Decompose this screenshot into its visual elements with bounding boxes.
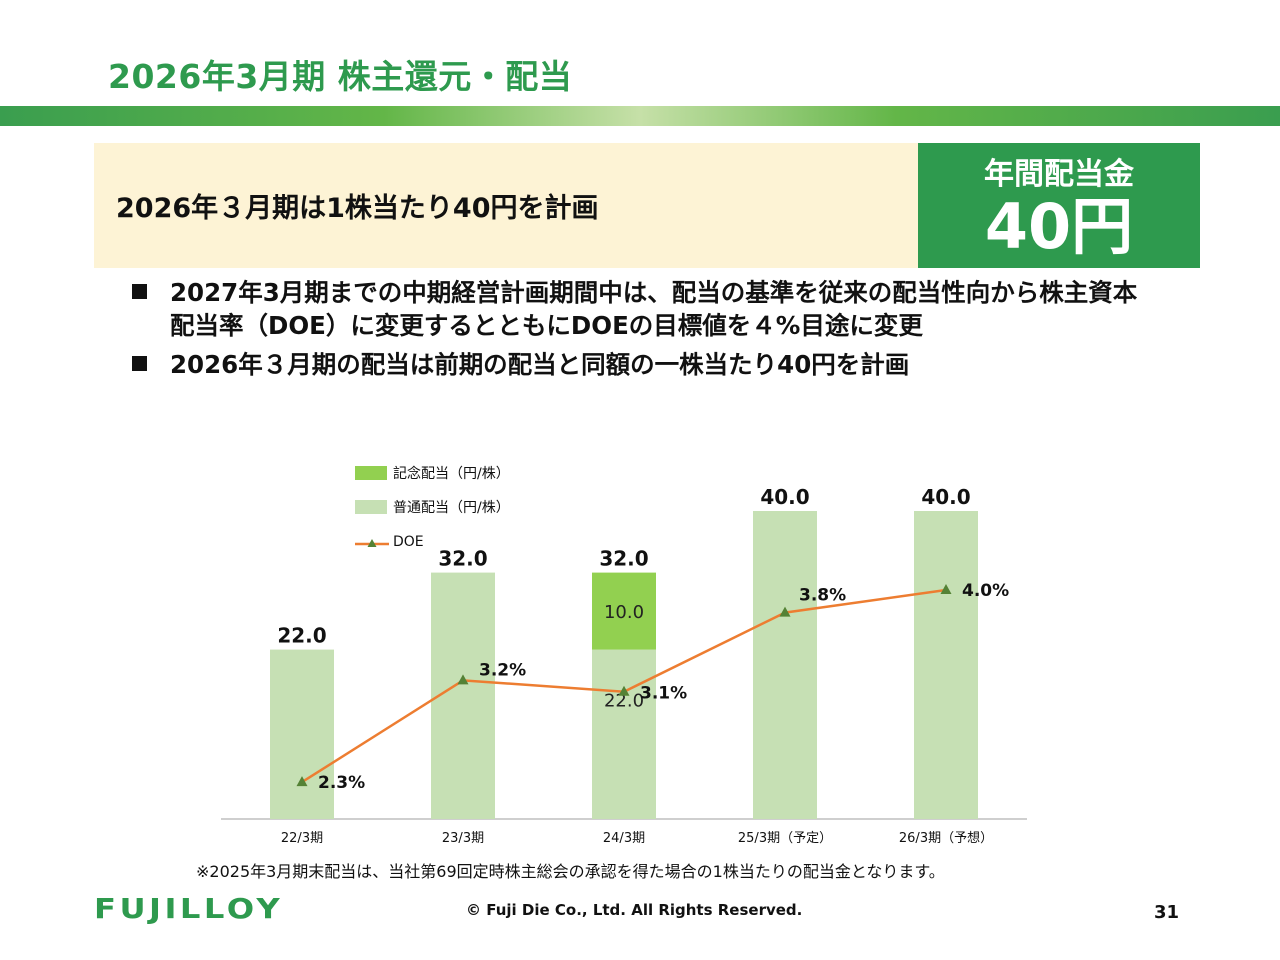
doe-marker xyxy=(457,674,469,685)
badge-value: 40円 xyxy=(984,190,1134,263)
banner-text: 2026年３月期は1株当たり40円を計画 xyxy=(116,193,599,224)
doe-label: 3.2% xyxy=(479,660,526,680)
doe-marker xyxy=(296,776,308,787)
bullet-list: 2027年3月期までの中期経営計画期間中は、配当の基準を従来の配当性向から株主資… xyxy=(130,276,1140,387)
bar-segment-label: 22.0 xyxy=(604,690,644,711)
bar-regular-dividend xyxy=(431,572,495,819)
header-band xyxy=(0,106,1280,126)
bar-regular-dividend xyxy=(914,511,978,819)
page-title: 2026年3月期 株主還元・配当 xyxy=(108,57,573,96)
bar-total-label: 32.0 xyxy=(438,547,487,571)
doe-marker xyxy=(618,685,630,696)
bullet-square-icon xyxy=(132,284,147,299)
copyright: © Fuji Die Co., Ltd. All Rights Reserved… xyxy=(466,901,803,919)
doe-marker xyxy=(779,606,791,617)
bullet-item: 2027年3月期までの中期経営計画期間中は、配当の基準を従来の配当性向から株主資… xyxy=(130,276,1140,342)
bar-segment-label: 10.0 xyxy=(604,602,644,623)
dividend-badge: 年間配当金 40円 xyxy=(918,143,1200,268)
bullet-text: 2026年３月期の配当は前期の配当と同額の一株当たり40円を計画 xyxy=(170,350,910,379)
bar-regular-dividend xyxy=(753,511,817,819)
x-tick-label: 26/3期（予想） xyxy=(899,830,993,846)
doe-label: 2.3% xyxy=(318,773,365,793)
x-tick-label: 22/3期 xyxy=(281,831,323,846)
doe-label: 3.8% xyxy=(799,586,846,606)
bar-total-label: 32.0 xyxy=(599,547,648,571)
bar-total-label: 22.0 xyxy=(277,624,326,648)
x-tick-label: 24/3期 xyxy=(603,831,645,846)
page-number: 31 xyxy=(1154,902,1180,923)
doe-label: 3.1% xyxy=(640,684,687,704)
bullet-square-icon xyxy=(132,356,147,371)
bar-regular-dividend xyxy=(270,649,334,819)
bullet-text: 2027年3月期までの中期経営計画期間中は、配当の基準を従来の配当性向から株主資… xyxy=(170,278,1138,340)
legend-label-commemorative: 記念配当（円/株） xyxy=(393,465,510,482)
plan-banner: 2026年３月期は1株当たり40円を計画 xyxy=(94,143,918,268)
bar-regular-dividend xyxy=(592,649,656,819)
bar-total-label: 40.0 xyxy=(921,485,970,509)
x-tick-label: 25/3期（予定） xyxy=(738,831,832,846)
doe-marker xyxy=(940,584,952,594)
fujilloy-logo: FUJILLOY xyxy=(94,892,284,925)
legend-label-regular: 普通配当（円/株） xyxy=(393,500,510,516)
legend-swatch-commemorative xyxy=(355,466,387,480)
bullet-item: 2026年３月期の配当は前期の配当と同額の一株当たり40円を計画 xyxy=(130,348,1140,381)
legend-marker-doe xyxy=(367,539,377,547)
legend-swatch-regular xyxy=(355,500,387,514)
bar-commemorative-dividend xyxy=(592,572,656,650)
legend-label-doe: DOE xyxy=(393,534,424,550)
x-tick-label: 23/3期 xyxy=(442,831,484,846)
badge-label: 年間配当金 xyxy=(984,157,1134,192)
footnote: ※2025年3月期末配当は、当社第69回定時株主総会の承認を得た場合の1株当たり… xyxy=(196,862,945,881)
doe-label: 4.0% xyxy=(962,581,1009,601)
bar-total-label: 40.0 xyxy=(760,485,809,509)
